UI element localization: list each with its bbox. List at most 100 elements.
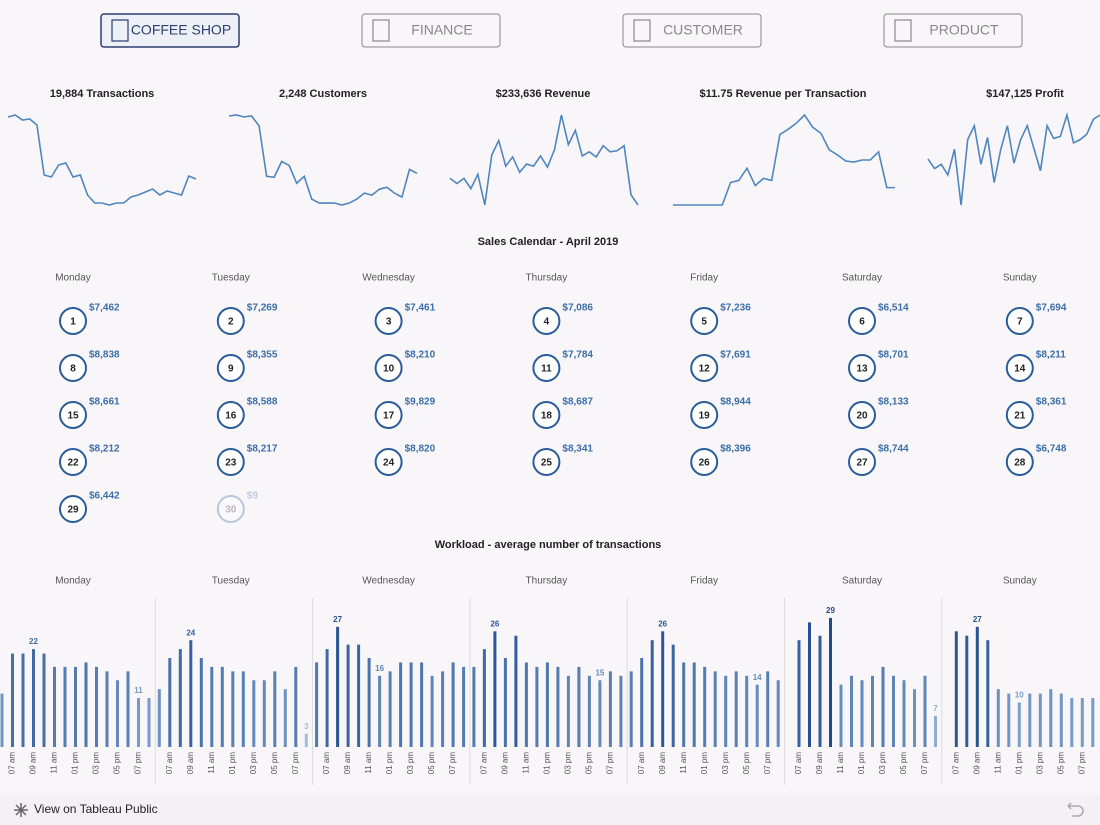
bar	[42, 653, 46, 747]
kpi-title: $11.75 Revenue per Transaction	[700, 88, 867, 100]
x-tick-label: 01 pm	[1014, 752, 1023, 775]
bar	[535, 666, 539, 747]
day-circle	[59, 401, 87, 429]
panel-title: Saturday	[842, 576, 882, 587]
undo-icon[interactable]	[1067, 802, 1084, 817]
footer-link[interactable]: View on Tableau Public	[34, 802, 158, 816]
x-tick-label: 11 am	[364, 752, 373, 774]
day-number: 19	[699, 411, 711, 422]
x-tick-label: 05 pm	[270, 752, 279, 775]
day-number: 20	[856, 411, 868, 422]
day-circle	[59, 307, 87, 335]
calendar-day: 10 $8,210	[374, 350, 436, 382]
value-label: 7	[933, 704, 938, 713]
x-tick-label: 03 pm	[92, 752, 101, 775]
x-tick-label: 09 am	[658, 752, 667, 775]
bar	[199, 658, 203, 747]
value-label: 3	[304, 722, 309, 731]
bar	[178, 649, 182, 747]
bar	[1017, 702, 1021, 747]
day-sales: $8,687	[562, 397, 593, 408]
day-number: 14	[1014, 364, 1026, 375]
bar	[514, 635, 518, 747]
nav-button[interactable]	[100, 13, 240, 48]
day-number: 3	[386, 317, 392, 328]
bar	[462, 666, 466, 747]
nav-label: COFFEE SHOP	[131, 22, 231, 38]
bar	[934, 715, 937, 747]
sparkline	[228, 114, 418, 206]
bar	[556, 666, 560, 747]
bar	[283, 689, 287, 747]
day-sales: $7,269	[247, 303, 278, 314]
bar	[818, 635, 822, 747]
day-number: 16	[225, 411, 237, 422]
x-tick-label: 05 pm	[742, 752, 751, 775]
calendar-day: 21 $8,361	[1005, 397, 1067, 429]
kpi-title: 19,884 Transactions	[50, 88, 155, 100]
day-sales: $7,086	[562, 303, 593, 314]
weekday-label: Friday	[690, 273, 718, 284]
calendar-day: 8 $8,838	[59, 350, 120, 382]
bar	[147, 698, 151, 747]
bar	[252, 680, 256, 747]
value-label: 27	[333, 615, 342, 624]
calendar-day: 1 $7,462	[59, 303, 120, 335]
nav-button[interactable]	[361, 13, 501, 48]
day-sales: $7,236	[720, 303, 751, 314]
bar	[1049, 689, 1053, 747]
calendar-day: 20 $8,133	[848, 397, 909, 429]
bar	[1028, 693, 1032, 747]
bar	[975, 626, 979, 747]
day-circle	[59, 354, 87, 382]
bar	[325, 649, 329, 747]
bar	[829, 617, 832, 747]
x-tick-label: 07 pm	[134, 752, 143, 775]
day-sales: $8,661	[89, 397, 120, 408]
bar	[105, 671, 109, 747]
day-sales: $6,442	[89, 491, 120, 502]
day-number: 28	[1014, 458, 1026, 469]
x-tick-label: 09 am	[343, 752, 352, 775]
day-circle	[690, 401, 719, 429]
bar	[986, 640, 990, 747]
bar	[304, 733, 308, 747]
bar	[650, 640, 654, 747]
x-tick-label: 09 am	[972, 752, 981, 775]
x-tick-label: 05 pm	[113, 752, 122, 775]
bar	[84, 662, 88, 747]
bar	[503, 658, 507, 747]
x-tick-label: 01 pm	[71, 752, 80, 775]
sparkline	[673, 113, 895, 206]
bar	[472, 666, 476, 747]
day-number: 8	[70, 364, 76, 375]
day-sales: $9	[247, 491, 259, 502]
nav-button[interactable]	[622, 13, 762, 48]
bar	[441, 671, 445, 747]
x-tick-label: 11 am	[836, 752, 845, 774]
bar	[797, 640, 801, 747]
day-sales: $8,820	[405, 444, 436, 455]
calendar-day: 22 $8,212	[59, 444, 120, 476]
x-tick-label: 03 pm	[878, 752, 887, 775]
day-number: 26	[699, 458, 711, 469]
x-tick-label: 03 pm	[564, 752, 573, 775]
day-circle	[1005, 354, 1034, 382]
day-circle	[374, 401, 403, 429]
day-circle	[59, 495, 87, 523]
calendar-day: 18 $8,687	[532, 397, 593, 429]
bar	[157, 689, 161, 747]
calendar-day: 13 $8,701	[848, 350, 909, 382]
day-circle	[216, 354, 245, 382]
x-tick-label: 05 pm	[585, 752, 594, 775]
day-number: 6	[859, 317, 865, 328]
day-number: 4	[544, 317, 550, 328]
day-number: 15	[67, 411, 79, 422]
bar	[954, 631, 958, 747]
day-sales: $6,748	[1036, 444, 1067, 455]
x-tick-label: 07 am	[322, 752, 331, 775]
nav-button[interactable]	[883, 13, 1023, 48]
day-sales: $7,694	[1036, 303, 1067, 314]
calendar-day: 15 $8,661	[59, 397, 120, 429]
bar	[210, 666, 214, 747]
